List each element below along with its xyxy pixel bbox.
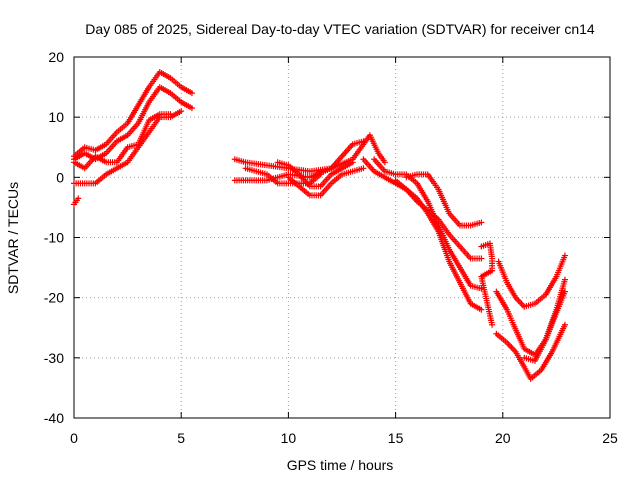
data-marker — [360, 138, 367, 145]
y-tick-label: 0 — [56, 169, 64, 185]
y-tick-label: 20 — [48, 49, 64, 65]
series-track-5 — [71, 108, 185, 187]
data-series — [71, 69, 568, 382]
x-tick-label: 5 — [177, 430, 185, 446]
series-track-1 — [71, 195, 82, 208]
data-marker — [478, 255, 485, 262]
data-marker — [561, 252, 568, 259]
x-tick-label: 20 — [495, 430, 511, 446]
series-track-2 — [71, 69, 195, 160]
x-tick-label: 25 — [602, 430, 618, 446]
data-marker — [561, 321, 568, 328]
y-tick-label: -30 — [44, 350, 64, 366]
data-marker — [349, 159, 356, 166]
series-track-6 — [231, 132, 388, 175]
data-marker — [188, 105, 195, 112]
series-track-9 — [274, 159, 356, 190]
y-tick-label: -40 — [44, 410, 64, 426]
x-tick-label: 15 — [388, 430, 404, 446]
data-marker — [188, 90, 195, 97]
data-marker — [489, 321, 496, 328]
series-track-8 — [242, 165, 324, 187]
series-track-13 — [392, 177, 485, 262]
series-track-18 — [493, 321, 568, 382]
data-marker — [381, 159, 388, 166]
y-axis-label: SDTVAR / TECUs — [5, 182, 21, 294]
series-track-14 — [403, 171, 485, 229]
data-marker — [561, 288, 568, 295]
data-marker — [478, 219, 485, 226]
data-marker — [178, 108, 185, 115]
x-axis-label: GPS time / hours — [287, 457, 394, 473]
grid-lines — [74, 57, 610, 418]
series-track-12 — [371, 156, 485, 292]
data-marker — [75, 195, 82, 202]
axis-tick-labels: 0 5 10 15 20 25 -40 -30 -20 -10 0 10 20 — [44, 49, 618, 446]
data-marker — [360, 165, 367, 172]
series-track-15 — [478, 240, 496, 328]
series-track-16 — [495, 252, 568, 310]
y-tick-label: -20 — [44, 290, 64, 306]
series-track-11 — [360, 156, 485, 313]
data-marker — [317, 171, 324, 178]
x-tick-label: 0 — [70, 430, 78, 446]
data-marker — [561, 276, 568, 283]
data-marker — [478, 306, 485, 313]
chart-title: Day 085 of 2025, Sidereal Day-to-day VTE… — [85, 21, 595, 37]
y-tick-label: 10 — [48, 109, 64, 125]
y-tick-label: -10 — [44, 230, 64, 246]
x-tick-label: 10 — [281, 430, 297, 446]
series-track-19 — [521, 288, 568, 364]
series-track-4 — [71, 111, 174, 172]
series-track-10 — [285, 165, 367, 199]
axis-ticks — [73, 56, 611, 419]
